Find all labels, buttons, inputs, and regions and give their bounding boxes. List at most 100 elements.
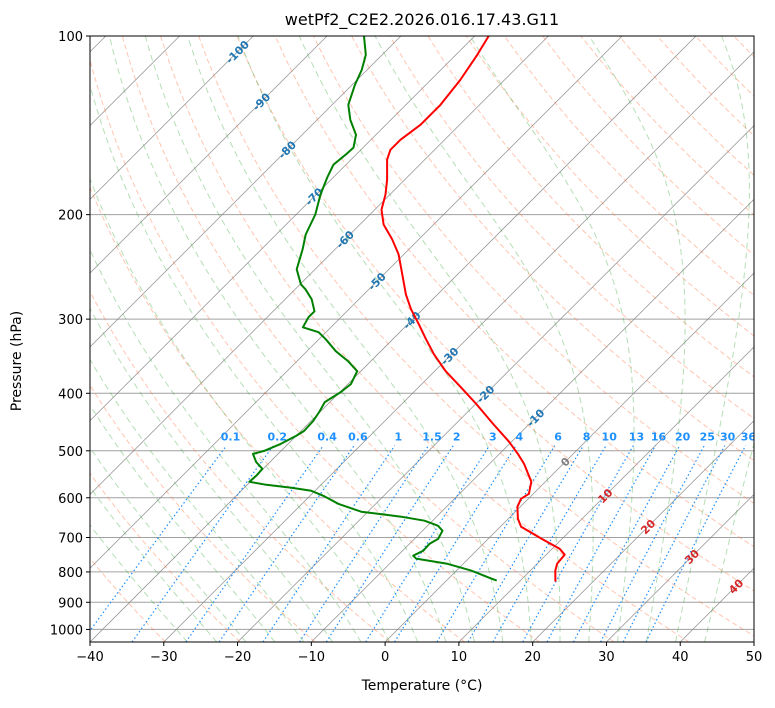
profile-lines [248, 36, 566, 582]
isotherm-line [163, 51, 754, 642]
moist-adiabat-line [237, 36, 532, 642]
x-tick-label: 10 [451, 650, 468, 665]
mixing-ratio-label: 1.5 [422, 430, 442, 443]
moist-adiabat-line [298, 36, 561, 642]
mixing-ratio-line [90, 445, 227, 632]
isotherm-line [311, 198, 754, 642]
dry-adiabat-line [90, 58, 540, 642]
y-tick-label: 500 [58, 445, 83, 460]
x-tick-label: 0 [381, 650, 389, 665]
temperature-profile-line [380, 36, 566, 582]
isotherm-label: -10 [524, 406, 547, 429]
y-axis-label: Pressure (hPa) [9, 310, 25, 412]
x-tick-label: 40 [672, 650, 689, 665]
moist-adiabat-line [90, 524, 188, 642]
mixing-ratio-line [299, 445, 429, 642]
mixing-ratio-label: 16 [651, 430, 667, 443]
mixing-ratio-line [218, 445, 355, 642]
isotherm-line [90, 36, 697, 642]
moist-adiabat-line [469, 36, 635, 642]
isotherm-line [90, 36, 254, 200]
mixing-ratio-line [546, 445, 657, 642]
mixing-ratio-label: 10 [602, 430, 618, 443]
moist-adiabat-line [90, 83, 419, 642]
x-tick-label: 20 [524, 650, 541, 665]
mixing-ratio-line [262, 445, 396, 642]
mixing-ratio-line [572, 445, 681, 642]
plot-frame [89, 35, 755, 643]
isotherm-label: 40 [726, 576, 746, 596]
dry-adiabat-line [389, 36, 754, 420]
y-tick-label: 800 [58, 566, 83, 581]
mixing-ratio-line [394, 445, 517, 642]
mixing-ratio-label: 36 [741, 430, 757, 443]
mixing-ratio-line [365, 445, 490, 642]
isotherm-line [532, 420, 754, 642]
mixing-ratio-line [522, 445, 634, 642]
dry-adiabat-line [198, 36, 754, 637]
dry-adiabat-line [90, 557, 166, 642]
mixing-ratio-label: 0.1 [221, 430, 241, 443]
isotherm-line [90, 36, 475, 422]
dry-adiabat-line [121, 36, 615, 642]
isotherm-line [90, 36, 623, 569]
isotherm-line [606, 493, 754, 642]
mixing-ratio-label: 4 [516, 430, 524, 443]
mixing-ratio-label: 0.6 [348, 430, 368, 443]
moist-adiabat-line [90, 358, 305, 642]
x-tick-label: 30 [598, 650, 615, 665]
isotherm-label: 10 [595, 486, 615, 506]
isotherm-line [90, 36, 549, 495]
moist-adiabat-line [144, 36, 475, 642]
dry-adiabat-line [465, 36, 754, 337]
dry-adiabat-line [695, 36, 754, 97]
dry-adiabat-line [351, 36, 754, 462]
mixing-ratio-label: 13 [629, 430, 644, 443]
mixing-ratio-label: 8 [583, 430, 591, 443]
mixing-ratio-line [622, 445, 726, 642]
moist-adiabat-line [90, 177, 390, 642]
y-tick-label: 700 [58, 532, 83, 547]
y-tick-label: 900 [58, 596, 83, 611]
x-tick-label: −40 [76, 650, 103, 665]
mixing-ratio-label: 3 [489, 430, 497, 443]
isotherm-line [384, 272, 754, 642]
isotherm-line [753, 641, 754, 642]
chart-title: wetPf2_C2E2.2026.016.17.43.G11 [284, 10, 560, 29]
dry-adiabat-line [274, 36, 754, 548]
dry-adiabat-line [236, 36, 754, 592]
dry-adiabat-line [160, 36, 690, 642]
isotherm-label: -50 [366, 270, 389, 293]
isotherm-label: -80 [276, 138, 299, 161]
dry-adiabat-line [656, 36, 754, 137]
axes-ticks: −40 −30 −20 −10 0 10 20 30 40 5010020030040050060… [50, 30, 762, 665]
dry-adiabat-line [90, 290, 391, 642]
background-lines [90, 36, 754, 642]
x-tick-label: −10 [298, 650, 325, 665]
moist-adiabat-line [588, 36, 686, 642]
moist-adiabat-line [90, 446, 247, 642]
isotherm-line [458, 346, 754, 642]
dewpoint-profile-line [248, 36, 498, 582]
moist-adiabat-line [90, 404, 276, 642]
y-tick-label: 200 [58, 209, 83, 224]
x-tick-label: −30 [150, 650, 177, 665]
isotherm-line [90, 36, 402, 348]
y-tick-label: 400 [58, 387, 83, 402]
y-tick-label: 600 [58, 492, 83, 507]
x-tick-label: −20 [224, 650, 251, 665]
mixing-ratio-label: 30 [720, 430, 736, 443]
mixing-ratio-line [645, 445, 747, 642]
moist-adiabat-line [90, 248, 362, 642]
mixing-ratio-label: 20 [675, 430, 691, 443]
mixing-ratio-label: 25 [700, 430, 715, 443]
dry-adiabat-line [542, 36, 754, 256]
mixing-ratio-line [185, 445, 324, 642]
mixing-ratio-line [131, 445, 274, 642]
dry-adiabat-line [427, 36, 754, 378]
moist-adiabat-line [90, 307, 333, 642]
moist-adiabat-line [374, 36, 594, 642]
isotherm-label: -20 [474, 383, 497, 406]
x-axis-label: Temperature (°C) [361, 678, 483, 694]
